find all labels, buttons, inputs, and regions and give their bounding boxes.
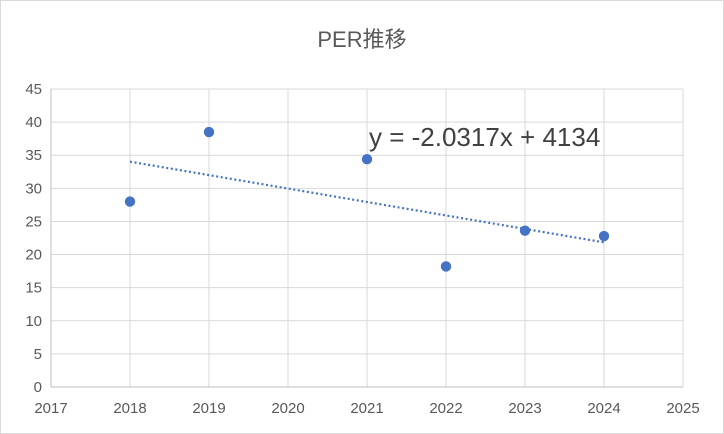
y-tick-label: 40 [25,114,42,131]
x-tick-label: 2021 [350,400,383,417]
x-tick-label: 2022 [429,400,462,417]
chart-title: PER推移 [317,27,406,52]
x-tick-label: 2020 [271,400,304,417]
y-tick-label: 0 [34,379,42,396]
data-points [124,126,610,272]
y-tick-label: 10 [25,313,42,330]
y-tick-label: 15 [25,280,42,297]
data-point [440,261,452,272]
x-tick-label: 2023 [508,400,541,417]
x-tick-label: 2024 [587,400,620,417]
gridlines [51,88,684,387]
x-tick-label: 2017 [34,400,67,417]
x-tick-label: 2025 [666,400,699,417]
x-tick-label: 2018 [113,400,146,417]
y-tick-label: 20 [25,247,42,264]
x-tick-label: 2019 [192,400,225,417]
data-point [361,153,373,165]
y-tick-label: 45 [25,81,42,98]
data-point [124,196,136,207]
y-tick-label: 30 [25,180,42,197]
data-point [598,230,610,242]
data-point [519,225,531,236]
axes [50,89,683,388]
trendline-equation: y = -2.0317x + 4134 [369,122,600,152]
y-tick-label: 5 [34,346,42,363]
y-tick-label: 25 [25,213,42,230]
y-tick-label: 35 [25,147,42,164]
data-point [203,126,215,138]
